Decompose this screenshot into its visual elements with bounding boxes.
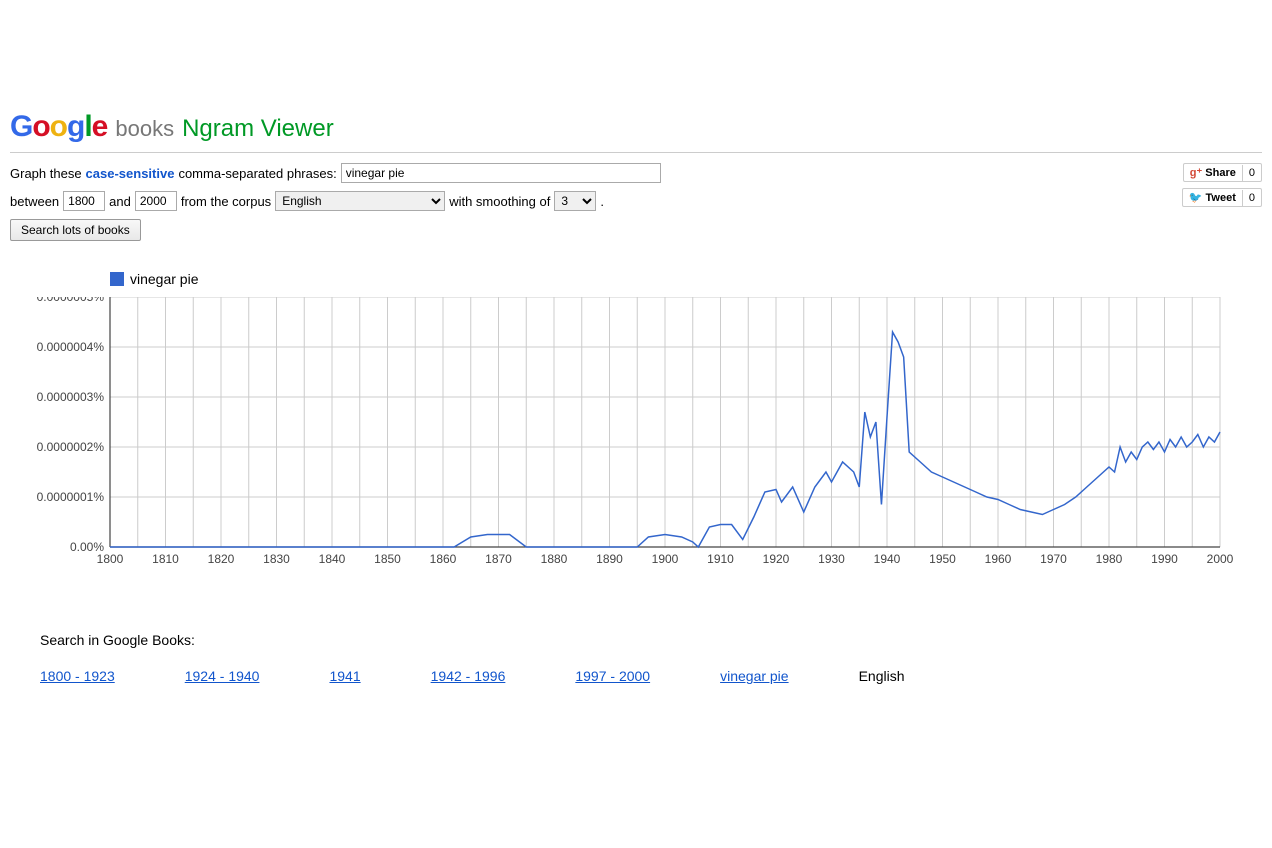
legend-swatch (110, 272, 124, 286)
ngram-chart: 1800 1810 1820 1830 1840 1850 1860 1870 1880 1890… (10, 297, 1250, 582)
svg-text:1980: 1980 (1096, 552, 1123, 566)
controls-left: Graph these case-sensitive comma-separat… (10, 163, 661, 241)
corpus-label: from the corpus (181, 194, 271, 209)
phrase-input[interactable] (341, 163, 661, 183)
controls-row: Graph these case-sensitive comma-separat… (10, 163, 1262, 241)
search-books-link[interactable]: 1924 - 1940 (185, 668, 260, 684)
svg-text:1920: 1920 (763, 552, 790, 566)
svg-text:1860: 1860 (430, 552, 457, 566)
svg-text:1940: 1940 (874, 552, 901, 566)
svg-text:0.0000002%: 0.0000002% (37, 440, 105, 454)
svg-text:1910: 1910 (707, 552, 734, 566)
gplus-share-count: 0 (1242, 165, 1261, 181)
svg-text:0.0000004%: 0.0000004% (37, 340, 105, 354)
and-label: and (109, 194, 131, 209)
tweet-count: 0 (1242, 190, 1261, 206)
svg-text:0.0000003%: 0.0000003% (37, 390, 105, 404)
svg-text:1890: 1890 (596, 552, 623, 566)
svg-text:0.00%: 0.00% (70, 540, 104, 554)
svg-text:0.0000005%: 0.0000005% (37, 297, 105, 304)
svg-text:1880: 1880 (541, 552, 568, 566)
search-books-links: 1800 - 1923 1924 - 1940 1941 1942 - 1996 199… (40, 668, 1262, 684)
range-line: between and from the corpus English with… (10, 191, 661, 211)
year-start-input[interactable] (63, 191, 105, 211)
phrases-label: comma-separated phrases: (178, 166, 336, 181)
svg-text:1820: 1820 (208, 552, 235, 566)
graph-label: Graph these (10, 166, 82, 181)
search-books-link[interactable]: vinegar pie (720, 668, 789, 684)
search-books-text: English (859, 668, 905, 684)
svg-text:0.0000001%: 0.0000001% (37, 490, 105, 504)
gplus-icon: g⁺ (1190, 166, 1203, 179)
chart-legend: vinegar pie (110, 271, 1262, 287)
svg-text:1930: 1930 (818, 552, 845, 566)
gplus-share-label: Share (1205, 167, 1236, 179)
svg-text:1850: 1850 (374, 552, 401, 566)
year-end-input[interactable] (135, 191, 177, 211)
svg-text:1970: 1970 (1040, 552, 1067, 566)
phrase-line: Graph these case-sensitive comma-separat… (10, 163, 661, 183)
header: Google books Ngram Viewer (10, 10, 1262, 153)
twitter-icon: 🐦 (1189, 191, 1203, 204)
search-books-button[interactable]: Search lots of books (10, 219, 141, 241)
search-books-link[interactable]: 1997 - 2000 (575, 668, 650, 684)
smoothing-select[interactable]: 3 (554, 191, 596, 211)
svg-text:1830: 1830 (263, 552, 290, 566)
search-button-line: Search lots of books (10, 219, 661, 241)
search-books-link[interactable]: 1800 - 1923 (40, 668, 115, 684)
svg-text:1840: 1840 (319, 552, 346, 566)
page-title: Ngram Viewer (182, 115, 334, 143)
legend-label: vinegar pie (130, 271, 199, 287)
smoothing-label: with smoothing of (449, 194, 550, 209)
svg-text:2000: 2000 (1207, 552, 1234, 566)
search-books-link[interactable]: 1942 - 1996 (431, 668, 506, 684)
search-books-section: Search in Google Books: 1800 - 1923 1924 … (40, 632, 1262, 684)
tweet-label: Tweet (1206, 192, 1236, 204)
search-books-title: Search in Google Books: (40, 632, 1262, 648)
google-logo: Google (10, 110, 107, 144)
chart-area: vinegar pie 1800 1810 1820 1830 1840 1850 1860… (10, 271, 1262, 582)
svg-text:1870: 1870 (485, 552, 512, 566)
corpus-select[interactable]: English (275, 191, 445, 211)
svg-text:1900: 1900 (652, 552, 679, 566)
tweet-button[interactable]: 🐦Tweet 0 (1182, 188, 1262, 207)
svg-text:1810: 1810 (152, 552, 179, 566)
between-label: between (10, 194, 59, 209)
case-sensitive-link[interactable]: case-sensitive (86, 166, 175, 181)
svg-text:1950: 1950 (929, 552, 956, 566)
period-label: . (600, 194, 604, 209)
svg-text:1800: 1800 (97, 552, 124, 566)
gplus-share-button[interactable]: g⁺Share 0 (1183, 163, 1262, 182)
svg-text:1960: 1960 (985, 552, 1012, 566)
search-books-link[interactable]: 1941 (329, 668, 360, 684)
svg-text:1990: 1990 (1151, 552, 1178, 566)
books-text: books (115, 116, 174, 142)
share-box: g⁺Share 0 🐦Tweet 0 (1182, 163, 1262, 207)
